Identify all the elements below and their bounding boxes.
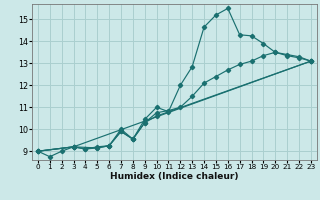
X-axis label: Humidex (Indice chaleur): Humidex (Indice chaleur) <box>110 172 239 181</box>
